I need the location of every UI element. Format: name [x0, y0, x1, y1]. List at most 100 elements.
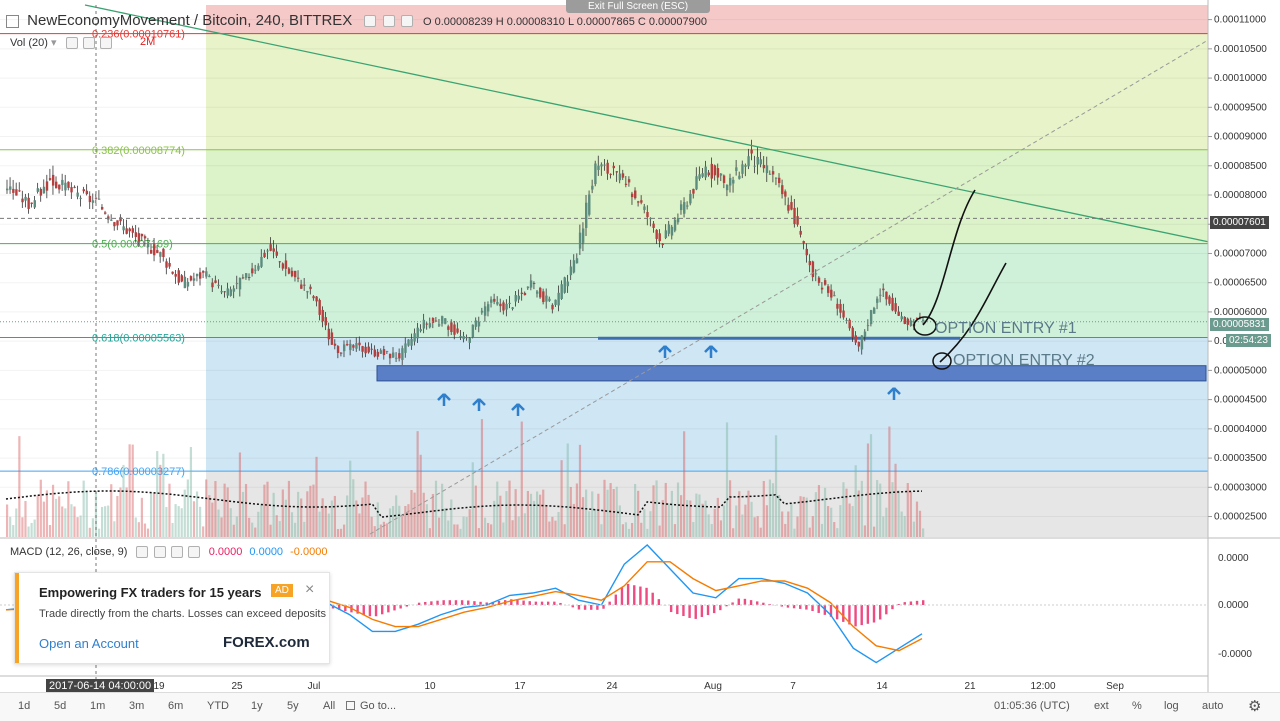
volume-bar: [662, 500, 664, 537]
range-1m[interactable]: 1m: [90, 700, 105, 712]
macd-histogram-bar: [461, 600, 463, 605]
candle-body: [245, 273, 247, 278]
volume-bar: [318, 512, 320, 537]
macd-legend[interactable]: MACD (12, 26, close, 9) 0.0000 0.0000 -0…: [10, 546, 327, 558]
volume-bar: [447, 520, 449, 537]
candle-body: [588, 194, 590, 214]
candle-body: [619, 174, 621, 181]
log-toggle[interactable]: log: [1164, 700, 1179, 712]
auto-toggle[interactable]: auto: [1202, 700, 1223, 712]
macd-histogram-bar: [719, 605, 721, 610]
volume-bar: [40, 480, 42, 537]
candle-body: [447, 326, 449, 330]
macd-more-icon[interactable]: [171, 546, 183, 558]
candle-body: [796, 216, 798, 224]
exit-fullscreen-button[interactable]: Exit Full Screen (ESC): [566, 0, 710, 13]
candle-body: [518, 296, 520, 300]
volume-bar: [435, 481, 437, 537]
volume-bar: [153, 493, 155, 537]
volume-bar: [490, 524, 492, 537]
collapse-icon[interactable]: [6, 15, 19, 28]
entry-label-1: OPTION ENTRY #1: [935, 320, 1077, 337]
volume-bar: [27, 526, 29, 537]
candle-body: [542, 291, 544, 302]
macd-histogram-bar: [658, 599, 660, 605]
macd-histogram-bar: [891, 605, 893, 609]
volume-bar: [374, 526, 376, 537]
candle-body: [818, 278, 820, 283]
volume-legend[interactable]: Vol (20) ▾: [10, 36, 114, 49]
volume-bar: [138, 522, 140, 537]
ad-close-icon[interactable]: ×: [305, 581, 314, 599]
volume-bar: [438, 518, 440, 537]
candle-body: [239, 278, 241, 290]
volume-bar: [576, 484, 578, 537]
volume-bar: [561, 460, 563, 537]
range-6m[interactable]: 6m: [168, 700, 183, 712]
macd-histogram-bar: [922, 600, 924, 605]
volume-bar: [692, 522, 694, 537]
range-ytd[interactable]: YTD: [207, 700, 229, 712]
volume-bar: [303, 522, 305, 537]
settings-icon[interactable]: [364, 15, 376, 27]
candle-body: [576, 258, 578, 263]
candle-body: [515, 295, 517, 302]
volume-bar: [21, 517, 23, 537]
volume-dropdown-icon[interactable]: ▾: [51, 37, 57, 49]
range-1d[interactable]: 1d: [18, 700, 30, 712]
ad-cta-link[interactable]: Open an Account: [39, 636, 139, 651]
range-all[interactable]: All: [323, 700, 335, 712]
candle-body: [383, 349, 385, 355]
candle-body: [723, 176, 725, 183]
macd-histogram-bar: [621, 587, 623, 605]
candle-body: [92, 200, 94, 202]
symbol-header[interactable]: NewEconomyMovement / Bitcoin, 240, BITTR…: [6, 12, 707, 29]
volume-bar: [24, 501, 26, 537]
volume-overlay-label: 2M: [140, 36, 155, 48]
close-icon[interactable]: [401, 15, 413, 27]
volume-bar: [830, 508, 832, 537]
range-3m[interactable]: 3m: [129, 700, 144, 712]
volume-bar: [273, 493, 275, 537]
volume-bar: [717, 498, 719, 537]
hide-icon[interactable]: [383, 15, 395, 27]
volume-bar: [67, 481, 69, 537]
goto-button[interactable]: Go to...: [360, 700, 396, 712]
candle-body: [233, 288, 235, 291]
fib-zone: [206, 34, 1208, 150]
volume-close-icon[interactable]: [100, 37, 112, 49]
y-tick-label: 0.00006000: [1214, 307, 1267, 318]
candle-body: [21, 199, 23, 203]
volume-bar: [174, 504, 176, 537]
range-5y[interactable]: 5y: [287, 700, 299, 712]
volume-bar: [251, 523, 253, 537]
candle-body: [533, 283, 535, 284]
candle-body: [490, 299, 492, 302]
goto-icon[interactable]: [346, 701, 355, 713]
ad-banner[interactable]: Empowering FX traders for 15 years AD × …: [14, 572, 330, 664]
range-5d[interactable]: 5d: [54, 700, 66, 712]
volume-settings-icon[interactable]: [66, 37, 78, 49]
candle-body: [334, 344, 336, 346]
candle-body: [772, 171, 774, 174]
settings-gear-icon[interactable]: ⚙: [1248, 697, 1261, 715]
candle-body: [812, 261, 814, 277]
candle-body: [493, 299, 495, 302]
candle-body: [897, 312, 899, 316]
macd-settings-icon[interactable]: [136, 546, 148, 558]
volume-bar: [334, 496, 336, 537]
volume-bar: [781, 512, 783, 537]
ext-toggle[interactable]: ext: [1094, 700, 1109, 712]
candle-body: [285, 260, 287, 268]
volume-bar: [386, 523, 388, 537]
candle-body: [349, 344, 351, 350]
percent-toggle[interactable]: %: [1132, 700, 1142, 712]
volume-hide-icon[interactable]: [83, 37, 95, 49]
macd-close-icon[interactable]: [188, 546, 200, 558]
volume-bar: [116, 496, 118, 537]
macd-histogram-bar: [805, 605, 807, 610]
fib-level-label: 0.786(0.00003277): [92, 466, 185, 478]
macd-hide-icon[interactable]: [154, 546, 166, 558]
range-1y[interactable]: 1y: [251, 700, 263, 712]
candle-body: [631, 194, 633, 197]
